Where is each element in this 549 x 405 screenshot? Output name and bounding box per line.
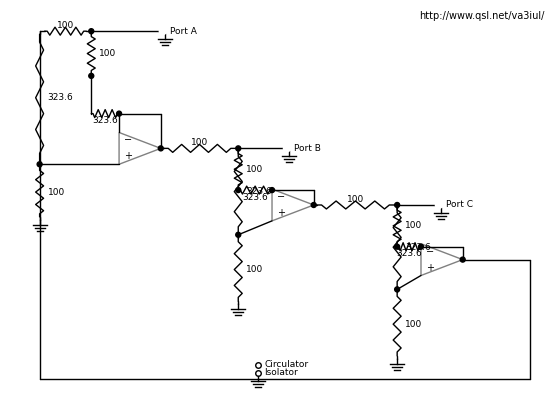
Text: 323.6: 323.6 xyxy=(246,187,272,196)
Text: Port A: Port A xyxy=(170,27,197,36)
Text: 100: 100 xyxy=(57,21,74,30)
Circle shape xyxy=(395,244,400,249)
Text: +: + xyxy=(426,262,434,273)
Circle shape xyxy=(236,232,240,237)
Text: +: + xyxy=(124,151,132,161)
Circle shape xyxy=(116,111,121,116)
Text: 100: 100 xyxy=(246,265,264,274)
Circle shape xyxy=(418,244,423,249)
Text: Port B: Port B xyxy=(294,144,321,153)
Text: 323.6: 323.6 xyxy=(48,93,74,102)
Text: 100: 100 xyxy=(48,188,65,196)
Circle shape xyxy=(311,202,316,207)
Text: 100: 100 xyxy=(405,320,422,329)
Text: 100: 100 xyxy=(246,165,264,174)
Circle shape xyxy=(37,162,42,167)
Text: Isolator: Isolator xyxy=(264,368,298,377)
Text: +: + xyxy=(277,208,285,218)
Circle shape xyxy=(283,145,290,152)
Text: Port C: Port C xyxy=(446,200,473,209)
Circle shape xyxy=(89,29,94,34)
Circle shape xyxy=(270,188,274,192)
Text: Circulator: Circulator xyxy=(264,360,308,369)
Text: 323.6: 323.6 xyxy=(405,243,431,252)
Text: 323.6: 323.6 xyxy=(396,249,422,258)
Text: 100: 100 xyxy=(99,49,116,58)
Circle shape xyxy=(89,73,94,78)
Circle shape xyxy=(236,188,240,192)
Circle shape xyxy=(395,287,400,292)
Circle shape xyxy=(460,257,465,262)
Text: 323.6: 323.6 xyxy=(242,192,268,202)
Text: 100: 100 xyxy=(405,222,422,230)
Text: 100: 100 xyxy=(347,194,364,204)
Circle shape xyxy=(236,146,240,151)
Text: 100: 100 xyxy=(191,138,208,147)
Text: −: − xyxy=(124,135,132,145)
Text: −: − xyxy=(277,192,285,202)
Circle shape xyxy=(159,28,166,35)
Circle shape xyxy=(395,202,400,207)
Text: http://www.qsl.net/va3iul/: http://www.qsl.net/va3iul/ xyxy=(419,11,544,21)
Circle shape xyxy=(435,202,442,209)
Circle shape xyxy=(158,146,163,151)
Text: 323.6: 323.6 xyxy=(92,116,118,125)
Text: −: − xyxy=(426,247,434,257)
